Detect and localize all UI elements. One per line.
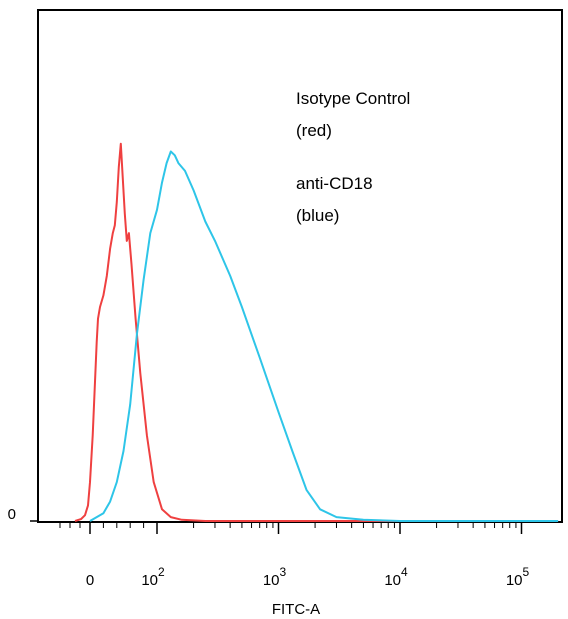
legend-text-1: Isotype Control xyxy=(296,89,410,108)
legend-text-2: (blue) xyxy=(296,206,339,225)
series-group xyxy=(74,142,559,522)
x-tick-label: 103 xyxy=(263,565,287,589)
x-tick-label: 0 xyxy=(86,572,94,589)
x-tick-label: 104 xyxy=(384,565,408,589)
label-group: Isotype Control (red) anti-CD18 (blue) xyxy=(296,89,410,225)
series-line-1 xyxy=(74,142,559,522)
x-axis-label: FITC-A xyxy=(272,601,320,618)
series-line-2 xyxy=(89,150,559,522)
legend-text-1: (red) xyxy=(296,121,332,140)
y-tick-label: 0 xyxy=(8,506,16,523)
x-tick-label: 102 xyxy=(141,565,165,589)
legend-text-2: anti-CD18 xyxy=(296,174,373,193)
x-tick-label: 105 xyxy=(506,565,530,589)
plot-frame xyxy=(37,9,563,523)
